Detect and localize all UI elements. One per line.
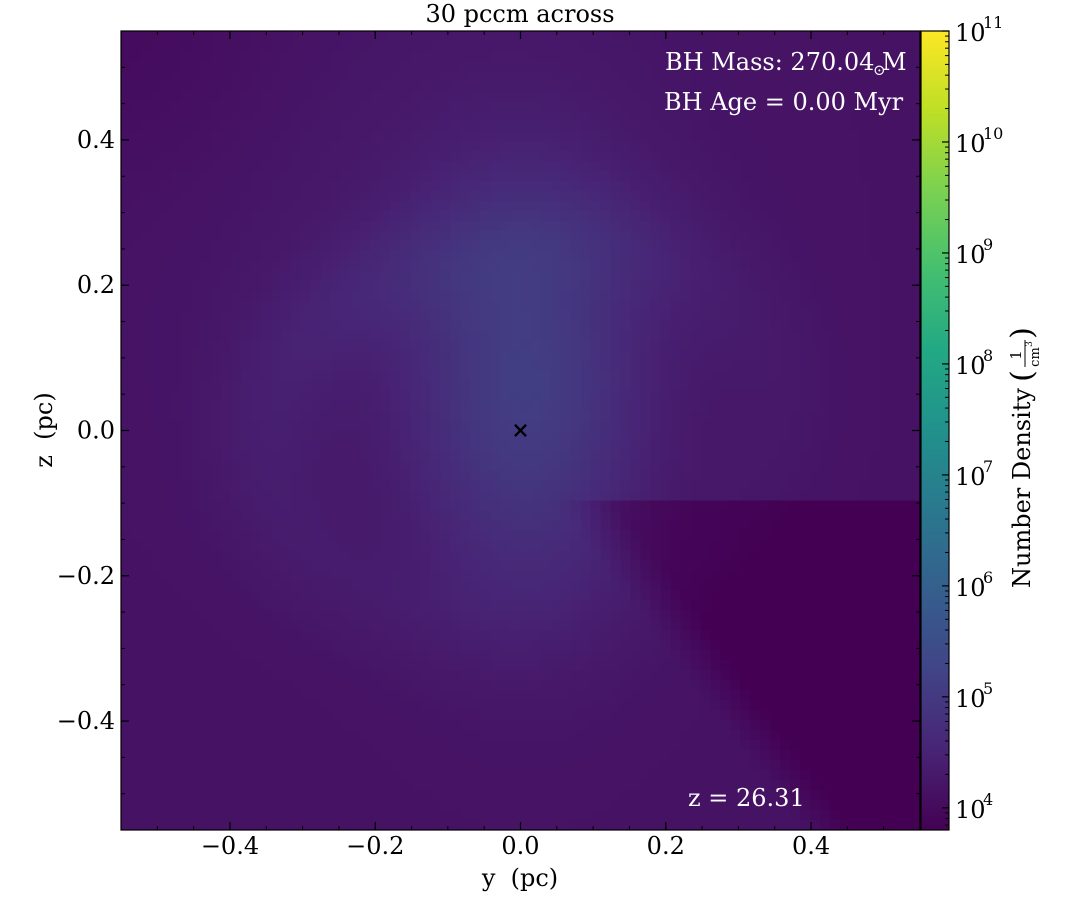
colorbar-tick-label-base: 10: [955, 241, 986, 269]
y-tick-label: 0.0: [77, 417, 115, 445]
colorbar-tick-label-base: 10: [955, 796, 986, 824]
colorbar-tick-label-exponent: 5: [983, 679, 993, 698]
colorbar-tick-label-exponent: 10: [983, 124, 1003, 143]
colorbar-label-text: Number Density: [1008, 388, 1036, 588]
colorbar-tick-label-base: 10: [955, 574, 986, 602]
colorbar-unit-denominator: cm: [1028, 347, 1043, 367]
x-tick-label: 0.4: [792, 832, 830, 860]
y-axis-ticks: 0.4 0.2 0.0 −0.2 −0.4: [57, 66, 920, 795]
y-tick-label: −0.2: [57, 562, 115, 590]
density-map: [121, 31, 920, 830]
colorbar-tick-label-base: 10: [955, 685, 986, 713]
colorbar-unit-paren-close: ): [1005, 327, 1040, 339]
colorbar-tick-label-base: 10: [955, 19, 986, 47]
colorbar-tick-label-exponent: 6: [983, 568, 993, 587]
y-tick-label: −0.4: [57, 707, 115, 735]
colorbar-tick-label-exponent: 8: [983, 346, 993, 365]
y-tick-label: 0.2: [77, 271, 115, 299]
x-axis-label: y (pc): [481, 864, 558, 892]
x-tick-label: −0.2: [346, 832, 404, 860]
colorbar-label: Number Density ( 1 cm 3 ): [1005, 327, 1043, 588]
colorbar-tick-label-exponent: 9: [983, 235, 993, 254]
colorbar-tick-label-base: 10: [955, 463, 986, 491]
bh-mass-text: BH Mass: 270.04 M: [665, 48, 907, 76]
colorbar-tick-label-exponent: 4: [983, 790, 993, 809]
black-hole-marker: ×: [511, 418, 529, 444]
colorbar-tick-label-base: 10: [955, 130, 986, 158]
x-tick-label: 0.2: [647, 832, 685, 860]
bh-mass-annotation: BH Mass: 270.04 M ⊙: [665, 48, 907, 79]
y-tick-label: 0.4: [77, 126, 115, 154]
colorbar-tick-label-exponent: 7: [983, 457, 993, 476]
colorbar-tick-label-exponent: 11: [983, 13, 1003, 32]
x-tick-label: −0.4: [201, 832, 259, 860]
x-tick-label: 0.0: [501, 832, 539, 860]
colorbar-unit-numerator: 1: [1007, 350, 1025, 360]
bh-age-text: BH Age = 0.00 Myr: [664, 88, 904, 116]
y-axis-label: z (pc): [30, 392, 58, 467]
density-map-canvas-holder: [121, 31, 920, 830]
colorbar: [920, 30, 950, 831]
colorbar-tick-label-base: 10: [955, 352, 986, 380]
solar-symbol: ⊙: [873, 61, 886, 79]
colorbar-unit-paren-open: (: [1005, 370, 1040, 382]
chart-title: 30 pccm across: [425, 0, 614, 28]
x-axis-ticks: −0.4 −0.2 0.0 0.2 0.4: [156, 31, 885, 860]
redshift-label: z = 26.31: [688, 784, 805, 812]
colorbar-unit-power: 3: [1025, 341, 1035, 347]
